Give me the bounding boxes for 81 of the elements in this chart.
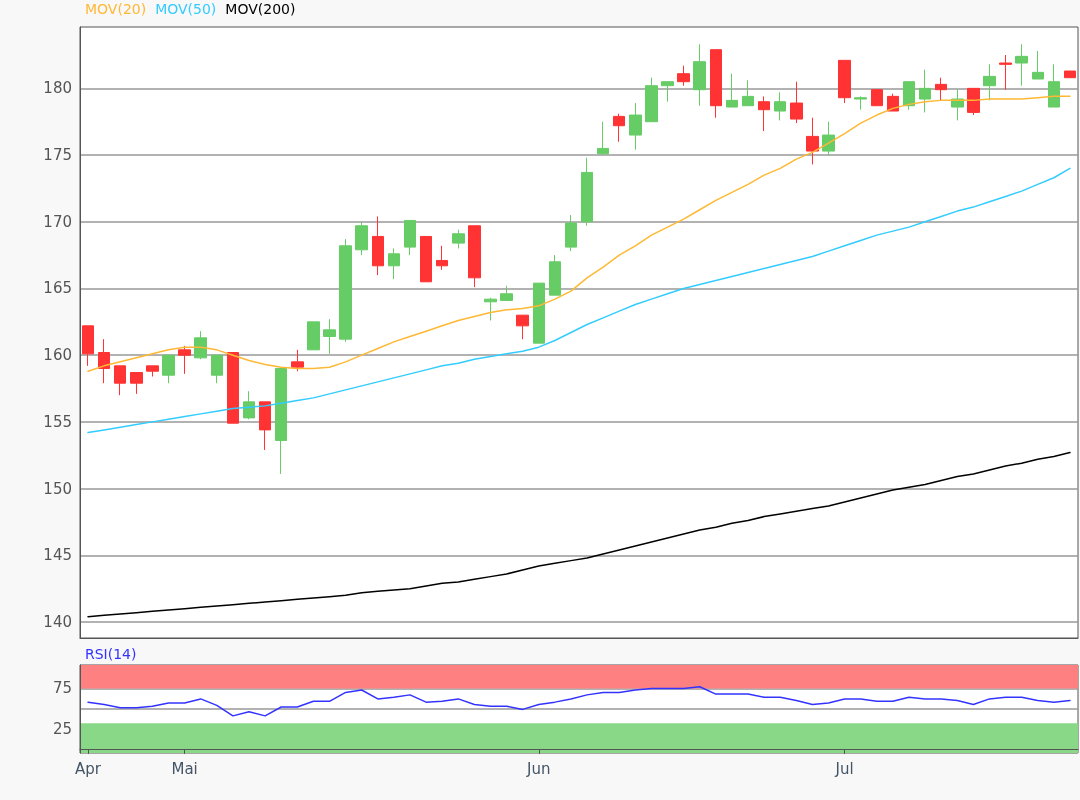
candlestick <box>452 229 465 249</box>
candlestick <box>259 401 271 451</box>
candlestick <box>194 330 207 360</box>
candlestick <box>227 352 239 424</box>
text: MOV(20) <box>85 1 147 17</box>
candlestick <box>533 282 545 344</box>
candlestick <box>677 65 690 87</box>
candlestick <box>275 368 287 475</box>
candlestick <box>806 117 819 165</box>
x-tick-label: Mai <box>171 759 198 778</box>
line-series <box>87 451 1071 618</box>
candlestick <box>372 215 384 276</box>
line-series <box>87 686 1071 717</box>
candlestick <box>82 325 94 367</box>
candlestick <box>436 245 448 271</box>
candlestick <box>871 89 883 107</box>
candlestick <box>468 225 481 288</box>
candlestick <box>146 365 159 378</box>
y-tick-label: 155 <box>43 412 72 431</box>
candlestick <box>774 91 786 121</box>
x-tick-label: Jun <box>526 759 551 778</box>
candlestick <box>1048 63 1060 108</box>
candlestick <box>339 238 352 343</box>
line-series <box>87 167 1071 434</box>
y-tick-label: 165 <box>43 279 72 298</box>
candlestick <box>903 81 915 111</box>
candlestick <box>661 81 674 103</box>
candlestick <box>549 254 561 296</box>
candlestick <box>323 318 336 355</box>
candlestick <box>693 43 706 107</box>
candlestick <box>581 157 593 227</box>
line-series <box>87 95 1071 372</box>
y-tick-label: 180 <box>43 79 72 98</box>
candlestick <box>726 73 738 108</box>
candlestick <box>162 354 175 384</box>
candlestick <box>854 95 867 111</box>
candlestick <box>613 113 625 143</box>
text: MOV(50) <box>155 1 217 17</box>
y-tick-label: 25 <box>52 719 72 738</box>
candlestick <box>1015 43 1028 87</box>
y-tick-label: 170 <box>43 212 72 231</box>
candlestick <box>130 372 143 395</box>
candlestick <box>758 95 770 132</box>
text: RSI(14) <box>85 646 137 662</box>
candlestick <box>742 79 754 107</box>
candlestick <box>484 297 497 321</box>
candlestick <box>1032 50 1044 80</box>
candlestick <box>935 77 947 101</box>
candlestick <box>420 235 432 283</box>
candlestick <box>629 102 642 151</box>
candlestick <box>516 314 529 340</box>
candlestick <box>838 59 851 104</box>
candlestick <box>404 219 416 256</box>
candlestick <box>500 285 513 301</box>
candlestick <box>307 321 320 351</box>
candlestick <box>790 81 803 124</box>
candlestick <box>114 365 126 396</box>
candlestick <box>178 345 191 375</box>
y-tick-label: 150 <box>43 479 72 498</box>
y-tick-label: 175 <box>43 146 72 165</box>
candlestick <box>291 349 304 372</box>
x-tick-label: Apr <box>75 759 102 778</box>
y-tick-label: 160 <box>43 346 72 365</box>
x-tick-label: Jul <box>834 759 854 778</box>
candlestick <box>999 54 1012 91</box>
candlestick <box>983 63 996 101</box>
candlestick <box>710 49 722 119</box>
text: MOV(200) <box>225 1 296 17</box>
candlestick <box>211 354 223 384</box>
candlestick <box>1064 70 1076 79</box>
candlestick <box>98 338 110 384</box>
candlestick <box>645 77 658 123</box>
candlestick <box>565 214 577 252</box>
candlestick <box>967 87 980 116</box>
candlestick <box>355 221 368 256</box>
candlestick <box>597 121 609 156</box>
y-tick-label: 145 <box>43 546 72 565</box>
y-tick-label: 75 <box>52 679 72 698</box>
candlestick <box>919 69 931 113</box>
candlestick <box>388 247 400 280</box>
y-tick-label: 140 <box>43 612 72 631</box>
